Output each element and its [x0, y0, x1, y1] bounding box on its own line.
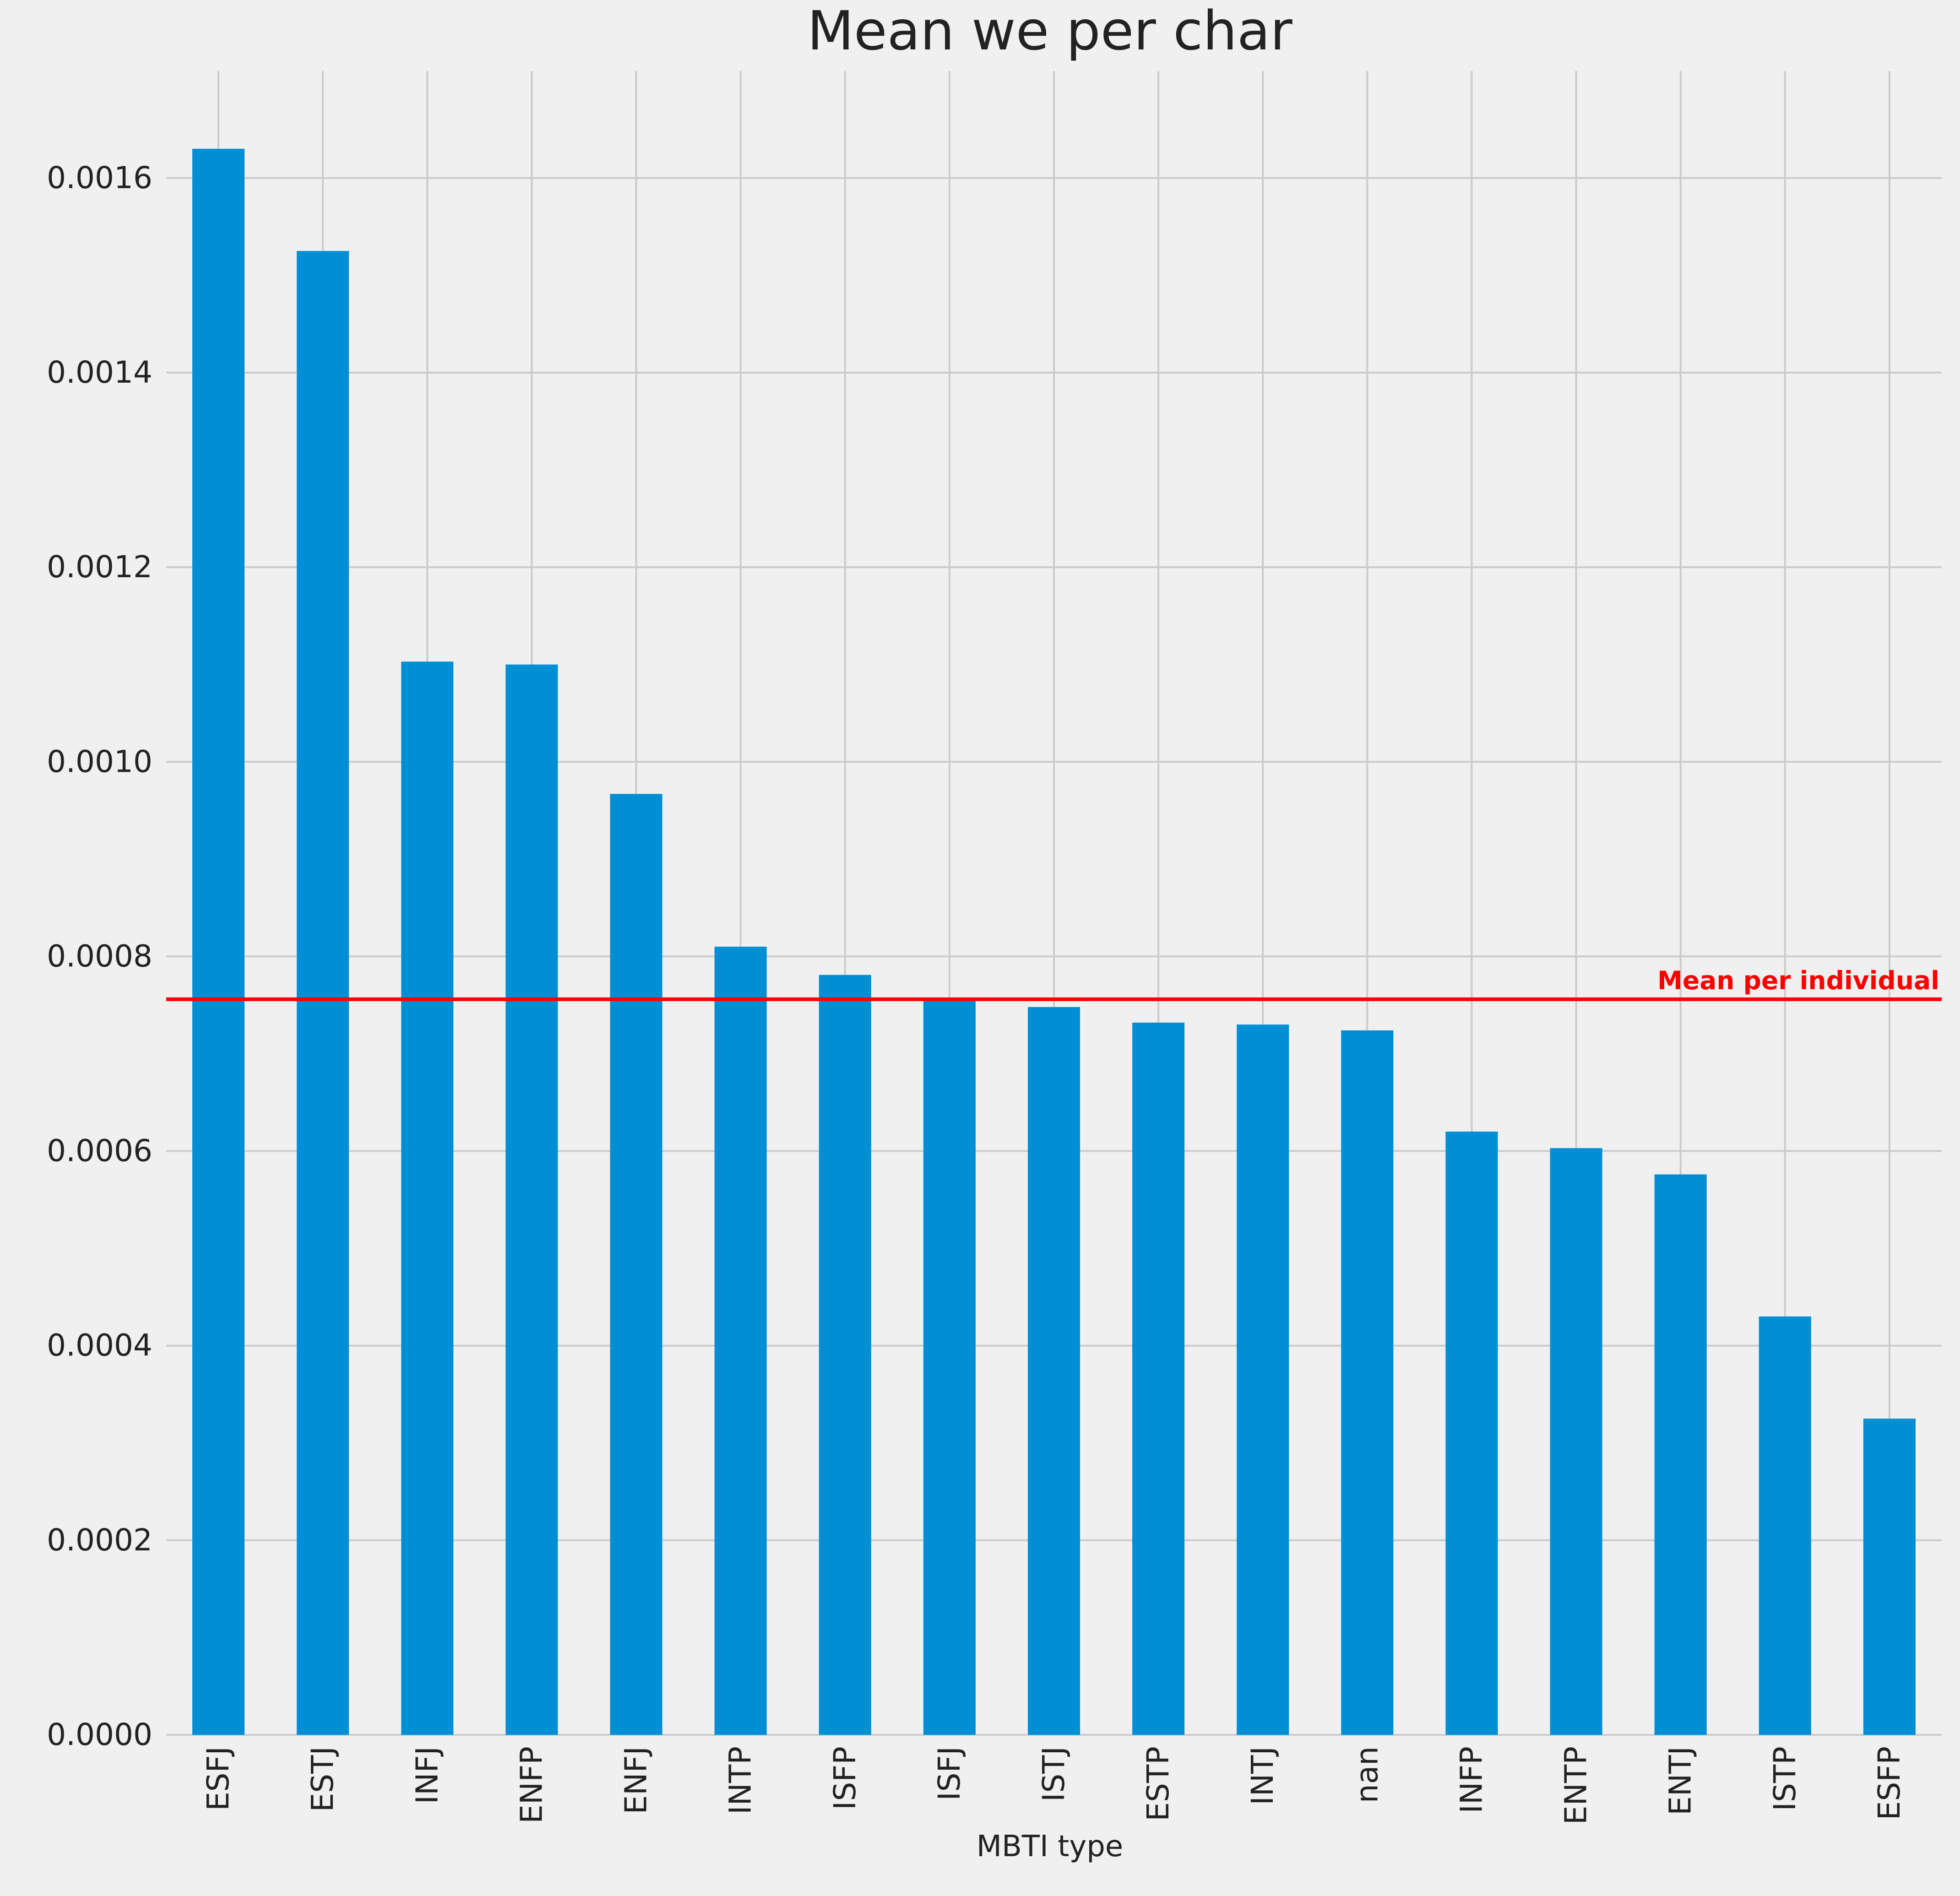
- x-tick-label: INTP: [723, 1746, 758, 1815]
- bar-enfp: [505, 664, 558, 1735]
- y-tick-label: 0.0014: [47, 355, 152, 390]
- bar-intp: [714, 947, 767, 1735]
- y-tick-label: 0.0016: [47, 160, 152, 195]
- y-axis-ticks: 0.0000 0.0002 0.0004 0.0006 0.0008 0.0010 0.00…: [47, 160, 152, 1752]
- bar-intj: [1237, 1024, 1289, 1735]
- x-tick-label: ESTP: [1140, 1746, 1176, 1821]
- bar-esfp: [1863, 1419, 1916, 1735]
- bar-esfj: [192, 149, 245, 1735]
- bar-istp: [1759, 1316, 1811, 1735]
- x-tick-label: INTJ: [1245, 1746, 1280, 1805]
- bar-isfj: [923, 999, 976, 1735]
- y-tick-label: 0.0010: [47, 744, 152, 779]
- x-tick-label: ISTP: [1767, 1746, 1803, 1811]
- x-tick-label: ISFP: [827, 1746, 863, 1810]
- reference-line-group: Mean per individual: [166, 966, 1942, 1001]
- bar-entj: [1654, 1174, 1707, 1735]
- x-tick-label: ENFJ: [619, 1746, 654, 1815]
- y-tick-label: 0.0004: [47, 1328, 152, 1363]
- x-tick-label: ESFP: [1872, 1746, 1907, 1820]
- x-tick-label: ENFP: [514, 1746, 549, 1824]
- x-tick-label: ESTJ: [305, 1746, 340, 1812]
- bar-nan: [1341, 1030, 1394, 1735]
- x-axis-label: MBTI type: [977, 1830, 1123, 1863]
- x-axis-ticks: ESFJ ESTJ INFJ ENFP ENFJ INTP ISFP ISFJ ISTJ ESTP…: [201, 1746, 1907, 1825]
- bar-infp: [1445, 1132, 1498, 1735]
- x-tick-label: INFJ: [409, 1746, 445, 1804]
- x-tick-label: ENTP: [1558, 1746, 1594, 1825]
- bar-istj: [1027, 1007, 1080, 1735]
- bar-enfj: [610, 794, 662, 1735]
- bar-entp: [1550, 1148, 1602, 1735]
- y-tick-label: 0.0008: [47, 938, 152, 974]
- bar-isfp: [819, 975, 871, 1735]
- x-tick-label: nan: [1349, 1746, 1384, 1803]
- x-tick-label: ISTJ: [1036, 1746, 1071, 1802]
- y-tick-label: 0.0002: [47, 1522, 152, 1558]
- y-tick-label: 0.0006: [47, 1133, 152, 1169]
- bar-infj: [401, 661, 454, 1735]
- x-tick-label: ENTJ: [1663, 1746, 1698, 1815]
- x-tick-label: ISFJ: [932, 1746, 967, 1801]
- chart-title: Mean we per char: [807, 0, 1292, 62]
- reference-line-label: Mean per individual: [1657, 966, 1939, 995]
- x-tick-label: ESFJ: [201, 1746, 236, 1811]
- bar-estp: [1132, 1022, 1185, 1735]
- y-tick-label: 0.0012: [47, 549, 152, 585]
- bar-estj: [297, 251, 349, 1735]
- bars: [192, 149, 1916, 1735]
- x-tick-label: INFP: [1454, 1746, 1489, 1814]
- y-tick-label: 0.0000: [47, 1717, 152, 1752]
